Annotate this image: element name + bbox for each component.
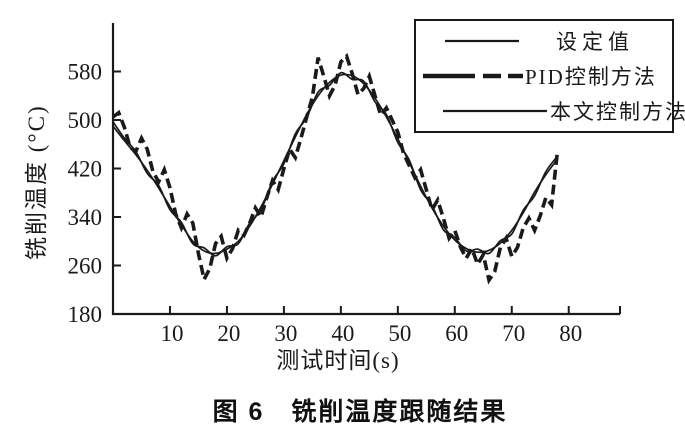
legend-label-proposed: 本文控制方法 (550, 100, 685, 124)
x-tick-label: 70 (502, 321, 525, 346)
figure-caption: 图 6 铣削温度跟随结果 (212, 398, 508, 426)
x-tick-label: 60 (445, 321, 468, 346)
x-axis-title: 测试时间(s) (276, 348, 400, 373)
x-tick-label: 40 (331, 321, 354, 346)
series-line-pid (111, 53, 560, 285)
legend-label-setpoint: 设定值 (556, 30, 634, 54)
legend-label-pid: PID控制方法 (525, 65, 657, 89)
y-tick-label: 180 (68, 302, 103, 327)
y-tick-label: 500 (68, 108, 103, 133)
legend-box: 设定值 PID控制方法 本文控制方法 (414, 19, 685, 133)
legend-entry-pid: PID控制方法 (416, 61, 672, 91)
x-tick-label: 10 (160, 321, 183, 346)
y-tick-label: 580 (68, 60, 103, 85)
y-axis-title: 铣削温度 (°C) (24, 104, 49, 260)
x-tick-label: 50 (388, 321, 411, 346)
x-tick-label: 30 (274, 321, 297, 346)
setpoint-line-swatch-icon (445, 39, 519, 43)
y-tick-label: 260 (68, 254, 103, 279)
x-tick-label: 80 (559, 321, 582, 346)
y-tick-label: 340 (68, 205, 103, 230)
pid-line-swatch-icon (423, 73, 523, 79)
y-tick-label: 420 (68, 157, 103, 182)
legend-entry-proposed: 本文控制方法 (416, 96, 685, 126)
legend-entry-setpoint: 设定值 (416, 26, 672, 56)
x-tick-label: 20 (217, 321, 240, 346)
proposed-line-swatch-icon (443, 109, 547, 113)
